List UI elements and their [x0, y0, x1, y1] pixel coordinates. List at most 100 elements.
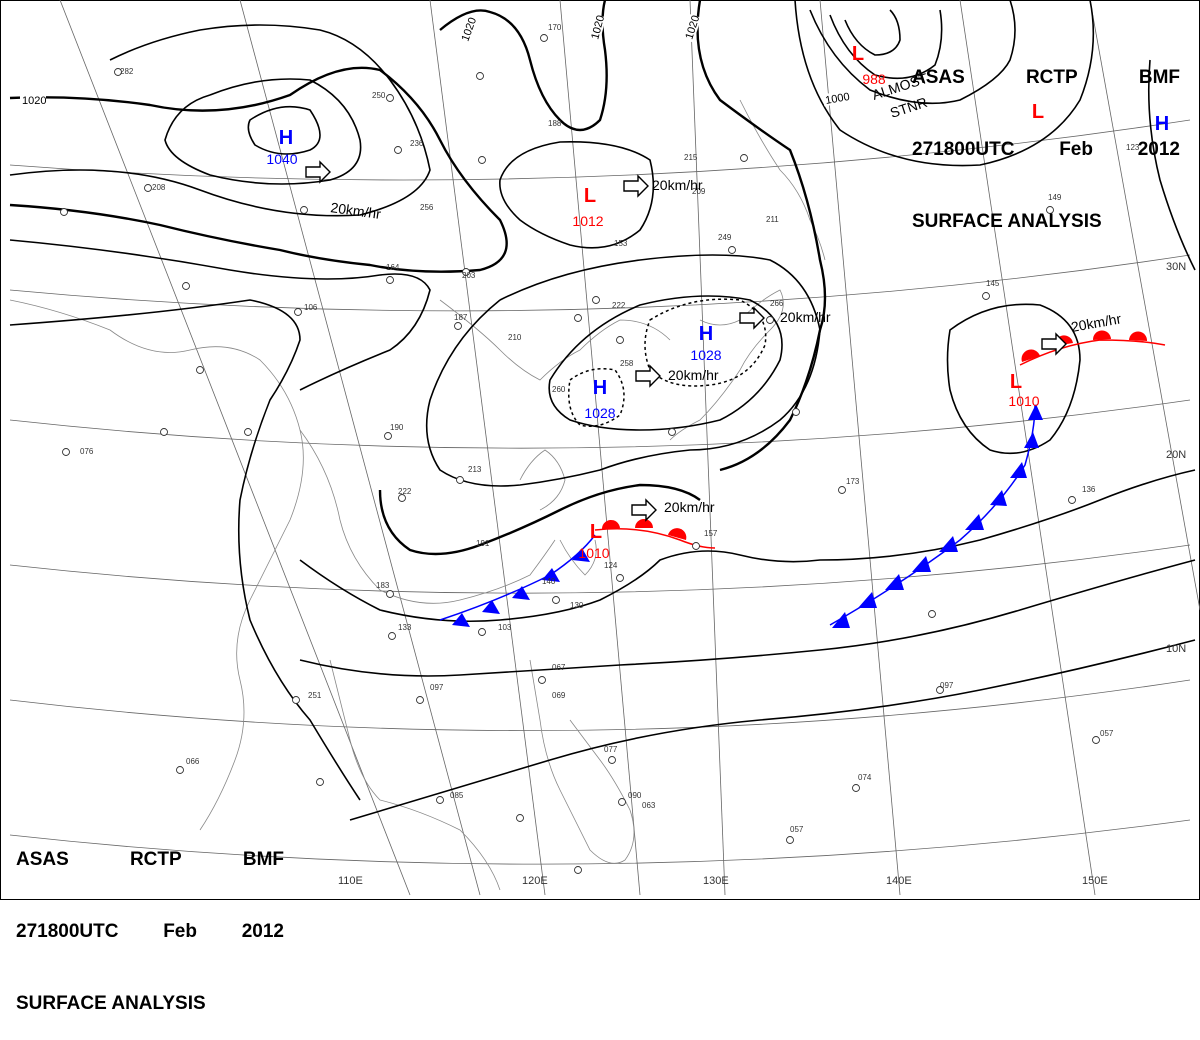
- movement-arrow-icon: [305, 160, 331, 184]
- header-originator: BMF: [1138, 67, 1180, 88]
- footer-station: RCTP: [129, 849, 182, 870]
- station-pressure: 069: [552, 691, 566, 700]
- movement-speed-label: 20km/hr: [652, 177, 703, 193]
- latitude-label: 10N: [1166, 643, 1186, 655]
- header-product: ASAS: [912, 67, 965, 88]
- station-pressure: 211: [766, 215, 779, 224]
- pressure-value: 1012: [572, 213, 603, 229]
- isobar-value-label: 1000: [824, 91, 850, 107]
- isobar-value-label: 1020: [22, 95, 46, 107]
- pressure-value: 1028: [690, 347, 721, 363]
- station-pressure: 222: [612, 301, 626, 310]
- high-pressure-center: H: [279, 127, 293, 149]
- latitude-label: 20N: [1166, 449, 1186, 461]
- cold-front-east: [829, 404, 1043, 628]
- movement-arrow-icon: [1041, 332, 1067, 356]
- isobar-label-bg: [20, 94, 46, 106]
- station-pressure: 251: [308, 691, 322, 700]
- header-bottom-left: ASAS RCTP BMF 271800UTC Feb 2012 SURFACE…: [16, 800, 284, 1040]
- station-pressure: 164: [386, 263, 400, 272]
- station-pressure: 106: [304, 303, 318, 312]
- station-pressure: 133: [398, 623, 412, 632]
- isobar-label-bg: [681, 14, 702, 43]
- header-month: Feb: [1059, 139, 1093, 160]
- isobar-1020-central: [439, 0, 608, 132]
- station-pressure: 136: [1082, 485, 1096, 494]
- isobar-ridge: [378, 483, 701, 556]
- movement-speed-label: 20km/hr: [330, 199, 383, 222]
- header-time: 271800UTC: [912, 139, 1015, 160]
- footer-year: 2012: [241, 921, 284, 942]
- pressure-value: 1010: [578, 545, 609, 561]
- station-pressure: 250: [372, 91, 386, 100]
- warm-front-west: [594, 519, 716, 549]
- station-pressure: 063: [642, 801, 656, 810]
- station-pressure: 074: [858, 773, 872, 782]
- station-pressure: 187: [454, 313, 468, 322]
- station-pressure: 188: [548, 119, 562, 128]
- low-pressure-center: L: [1010, 371, 1022, 393]
- movement-arrow-icon: [631, 498, 657, 522]
- header-line-2: 271800UTC Feb 2012: [912, 138, 1180, 162]
- station-pressure: 057: [1100, 729, 1114, 738]
- movement-arrow-icon: [635, 364, 661, 388]
- station-pressure: 260: [552, 385, 566, 394]
- longitude-label: 140E: [886, 875, 912, 887]
- station-pressure: 066: [186, 757, 200, 766]
- isobar-1020-east: [696, 0, 827, 472]
- movement-speed-label: 20km/hr: [780, 309, 831, 325]
- station-pressure: 266: [770, 299, 784, 308]
- pressure-value: 1040: [266, 151, 297, 167]
- low-pressure-center: L: [590, 521, 602, 543]
- station-pressure: 077: [604, 745, 618, 754]
- station-pressure: 149: [1048, 193, 1062, 202]
- station-pressure: 123: [1126, 143, 1140, 152]
- station-pressure: 258: [620, 359, 634, 368]
- station-pressure: 249: [718, 233, 732, 242]
- station-pressure: 209: [692, 187, 706, 196]
- station-pressure: 103: [498, 623, 512, 632]
- header-line-1: ASAS RCTP BMF: [912, 66, 1180, 90]
- low-pressure-center: L: [584, 185, 596, 207]
- footer-title: SURFACE ANALYSIS: [16, 993, 206, 1014]
- station-pressure: 210: [508, 333, 522, 342]
- isobars-primary: [9, 0, 827, 556]
- station-pressure: 076: [80, 447, 94, 456]
- movement-speed-label: 20km/hr: [664, 499, 715, 515]
- station-pressure: 190: [390, 423, 404, 432]
- movement-arrow-icon: [623, 174, 649, 198]
- movement-arrow-icon: [739, 306, 765, 330]
- longitude-label: 110E: [338, 875, 363, 887]
- station-pressure: 067: [552, 663, 566, 672]
- station-pressure: 215: [684, 153, 698, 162]
- station-pressure: 222: [398, 487, 412, 496]
- station-pressure: 090: [628, 791, 642, 800]
- station-pressure: 191: [476, 539, 490, 548]
- station-pressure: 157: [704, 529, 718, 538]
- footer-originator: BMF: [242, 849, 284, 870]
- high-pressure-center: H: [699, 323, 713, 345]
- pressure-value: 988: [862, 71, 886, 87]
- station-pressure: 097: [430, 683, 444, 692]
- footer-line-1: ASAS RCTP BMF: [16, 848, 284, 872]
- isobar-label-bg: [587, 14, 607, 43]
- pressure-value: 1010: [1008, 393, 1039, 409]
- pressure-value: 1028: [584, 405, 615, 421]
- station-pressure: 183: [376, 581, 390, 590]
- station-pressure: 153: [614, 239, 628, 248]
- longitude-label: 120E: [522, 875, 548, 887]
- cold-front-west: [439, 534, 596, 627]
- footer-line-2: 271800UTC Feb 2012: [16, 920, 284, 944]
- station-pressure: 208: [152, 183, 166, 192]
- station-pressure: 170: [548, 23, 562, 32]
- station-pressure: 130: [570, 601, 584, 610]
- low-pressure-center: L: [1032, 101, 1044, 123]
- station-pressure: 236: [410, 139, 424, 148]
- station-pressure: 145: [986, 279, 1000, 288]
- high-pressure-center: H: [593, 377, 607, 399]
- longitude-label: 150E: [1082, 875, 1108, 887]
- coastlines: [9, 99, 826, 891]
- footer-month: Feb: [163, 921, 197, 942]
- header-top-right: ASAS RCTP BMF 271800UTC Feb 2012 SURFACE…: [912, 18, 1180, 258]
